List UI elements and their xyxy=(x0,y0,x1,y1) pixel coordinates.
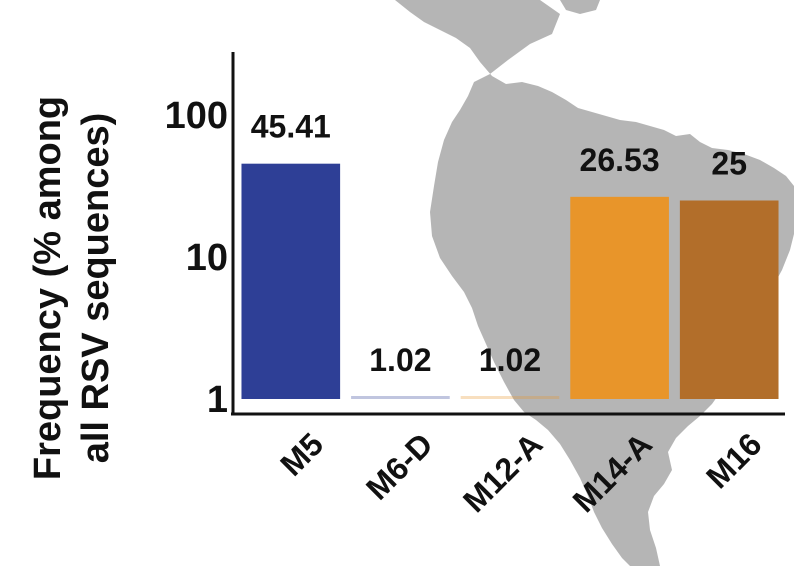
value-label-m12-a: 1.02 xyxy=(479,342,541,378)
x-tick-label-m6-d: M6-D xyxy=(359,426,440,507)
bar-m14-a xyxy=(570,196,669,399)
bar-m6-d xyxy=(351,396,450,399)
y-tick-label: 1 xyxy=(207,379,228,421)
y-tick-label: 100 xyxy=(165,95,228,137)
y-tick-labels: 1 10 100 xyxy=(165,95,228,421)
bar-m12-a xyxy=(460,396,560,399)
value-label-m5: 45.41 xyxy=(251,109,331,145)
x-tick-label-m12-a: M12-A xyxy=(456,426,549,519)
value-label-m6-d: 1.02 xyxy=(369,342,431,378)
y-tick-label: 10 xyxy=(186,237,228,279)
y-axis-title-line-1: Frequency (% among xyxy=(27,96,69,480)
x-tick-labels: M5 M6-D M12-A M14-A M16 xyxy=(273,426,768,519)
bar-m16 xyxy=(679,200,779,399)
x-tick-label-m5: M5 xyxy=(273,426,330,483)
y-axis-title-line-2: all RSV sequences) xyxy=(75,113,117,464)
x-tick-label-m16: M16 xyxy=(699,426,768,495)
value-labels: 45.41 1.02 1.02 26.53 25 xyxy=(251,109,747,378)
bar-m5 xyxy=(241,163,341,399)
bars xyxy=(241,163,779,399)
value-label-m16: 25 xyxy=(711,145,747,181)
map-island-icon xyxy=(560,0,600,14)
value-label-m14-a: 26.53 xyxy=(580,142,660,178)
